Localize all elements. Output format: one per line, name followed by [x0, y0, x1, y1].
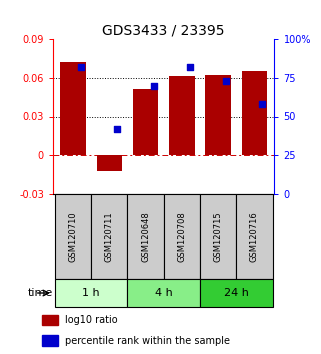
Bar [242, 71, 267, 155]
Bar [164, 194, 200, 279]
Text: GSM120648: GSM120648 [141, 211, 150, 262]
Text: 4 h: 4 h [155, 288, 173, 298]
Text: GSM120715: GSM120715 [214, 211, 223, 262]
Bar [55, 194, 91, 279]
Point [260, 101, 265, 107]
Bar [200, 279, 273, 307]
Bar [42, 315, 58, 325]
Point [224, 78, 229, 84]
Bar [97, 155, 122, 171]
Text: GSM120711: GSM120711 [105, 211, 114, 262]
Point [151, 83, 156, 88]
Point [115, 126, 120, 132]
Text: 1 h: 1 h [82, 288, 100, 298]
Bar [127, 194, 164, 279]
Bar [236, 194, 273, 279]
Text: GSM120716: GSM120716 [250, 211, 259, 262]
Text: time: time [28, 288, 53, 298]
Point [78, 64, 83, 70]
Text: GSM120710: GSM120710 [68, 211, 77, 262]
Bar [91, 194, 127, 279]
Text: 24 h: 24 h [224, 288, 249, 298]
Text: percentile rank within the sample: percentile rank within the sample [65, 336, 230, 346]
Bar [127, 279, 200, 307]
Bar [42, 335, 58, 346]
Title: GDS3433 / 23395: GDS3433 / 23395 [102, 24, 225, 38]
Text: GSM120708: GSM120708 [178, 211, 187, 262]
Point [187, 64, 192, 70]
Bar [55, 279, 127, 307]
Bar [60, 62, 86, 155]
Bar [205, 75, 231, 155]
Bar [200, 194, 236, 279]
Text: log10 ratio: log10 ratio [65, 315, 118, 325]
Bar [169, 76, 195, 155]
Bar [133, 89, 158, 155]
